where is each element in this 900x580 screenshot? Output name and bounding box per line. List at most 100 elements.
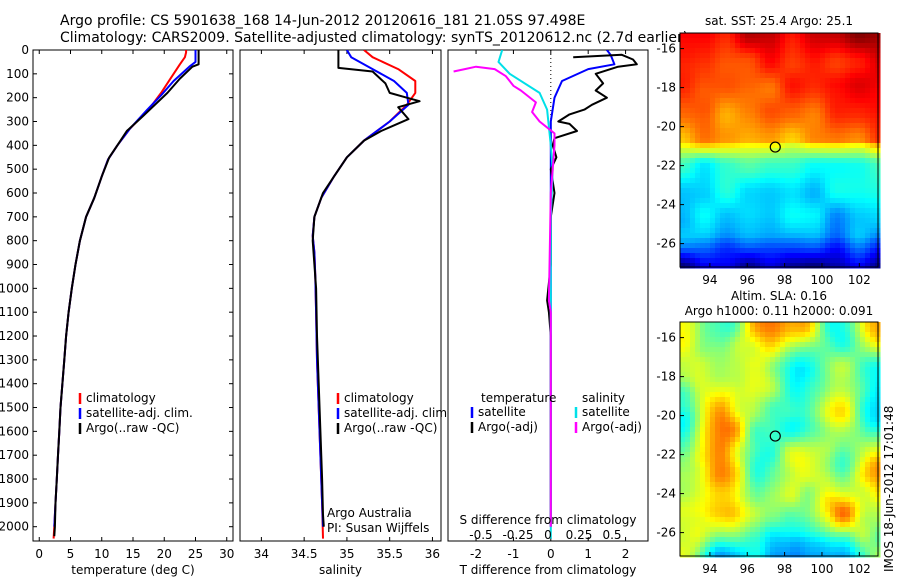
heatmap-cell [690, 332, 696, 338]
heatmap-cell [715, 452, 721, 458]
heatmap-cell [720, 387, 726, 393]
heatmap-cell [720, 233, 726, 239]
heatmap-cell [695, 532, 701, 538]
heatmap-cell [825, 527, 831, 533]
heatmap-cell [740, 153, 746, 159]
heatmap-cell [695, 342, 701, 348]
heatmap-cell [865, 58, 871, 64]
heatmap-cell [680, 153, 686, 159]
heatmap-cell [730, 452, 736, 458]
heatmap-cell [735, 432, 741, 438]
heatmap-cell [855, 392, 861, 398]
heatmap-cell [870, 133, 876, 139]
heatmap-cell [865, 153, 871, 159]
heatmap-cell [775, 367, 781, 373]
heatmap-cell [835, 552, 841, 558]
heatmap-cell [745, 78, 751, 84]
heatmap-cell [735, 387, 741, 393]
heatmap-cell [740, 88, 746, 94]
heatmap-cell [775, 193, 781, 199]
heatmap-cell [870, 128, 876, 134]
heatmap-cell [695, 527, 701, 533]
heatmap-cell [780, 223, 786, 229]
heatmap-cell [715, 502, 721, 508]
heatmap-cell [720, 372, 726, 378]
heatmap-cell [785, 397, 791, 403]
heatmap-cell [850, 123, 856, 129]
heatmap-cell [685, 552, 691, 558]
heatmap-cell [730, 332, 736, 338]
heatmap-cell [865, 347, 871, 353]
heatmap-cell [725, 382, 731, 388]
heatmap-cell [785, 442, 791, 448]
heatmap-cell [825, 427, 831, 433]
heatmap-cell [760, 48, 766, 54]
heatmap-cell [845, 138, 851, 144]
heatmap-cell [780, 243, 786, 249]
heatmap-cell [805, 98, 811, 104]
heatmap-cell [800, 347, 806, 353]
heatmap-cell [775, 123, 781, 129]
heatmap-cell [770, 173, 776, 179]
heatmap-cell [785, 193, 791, 199]
heatmap-cell [735, 377, 741, 383]
x-tick-label-s: 0.25 [566, 528, 593, 542]
heatmap-cell [685, 158, 691, 164]
heatmap-cell [740, 532, 746, 538]
heatmap-cell [820, 447, 826, 453]
heatmap-cell [715, 362, 721, 368]
heatmap-cell [780, 33, 786, 39]
heatmap-cell [700, 347, 706, 353]
heatmap-cell [800, 218, 806, 224]
heatmap-cell [715, 118, 721, 124]
heatmap-cell [810, 228, 816, 234]
heatmap-cell [855, 507, 861, 513]
heatmap-cell [865, 427, 871, 433]
x-tick-label: 102 [848, 273, 871, 287]
heatmap-cell [850, 502, 856, 508]
heatmap-cell [790, 342, 796, 348]
heatmap-cell [735, 98, 741, 104]
heatmap-cell [795, 407, 801, 413]
heatmap-cell [840, 73, 846, 79]
heatmap-cell [860, 387, 866, 393]
heatmap-cell [695, 512, 701, 518]
heatmap-cell [780, 68, 786, 74]
heatmap-cell [740, 397, 746, 403]
heatmap-cell [865, 342, 871, 348]
heatmap-cell [840, 128, 846, 134]
x-axis-label: T difference from climatology [459, 563, 637, 577]
heatmap-cell [850, 512, 856, 518]
heatmap-cell [800, 407, 806, 413]
heatmap-cell [805, 198, 811, 204]
heatmap-cell [700, 377, 706, 383]
heatmap-cell [870, 462, 876, 468]
heatmap-cell [785, 53, 791, 59]
heatmap-cell [690, 527, 696, 533]
heatmap-cell [800, 98, 806, 104]
heatmap-cell [790, 83, 796, 89]
heatmap-cell [745, 447, 751, 453]
heatmap-cell [725, 452, 731, 458]
heatmap-cell [850, 347, 856, 353]
y-tick-label: 1700 [0, 448, 29, 462]
heatmap-cell [755, 367, 761, 373]
heatmap-cell [850, 437, 856, 443]
heatmap-cell [760, 342, 766, 348]
heatmap-cell [775, 238, 781, 244]
heatmap-cell [830, 397, 836, 403]
heatmap-cell [710, 322, 716, 328]
heatmap-cell [755, 497, 761, 503]
heatmap-cell [805, 43, 811, 49]
heatmap-cell [805, 492, 811, 498]
heatmap-cell [860, 88, 866, 94]
heatmap-cell [845, 432, 851, 438]
heatmap-cell [740, 452, 746, 458]
heatmap-cell [690, 352, 696, 358]
heatmap-cell [820, 472, 826, 478]
heatmap-cell [840, 357, 846, 363]
heatmap-cell [830, 347, 836, 353]
heatmap-cell [775, 522, 781, 528]
heatmap-cell [760, 43, 766, 49]
heatmap-cell [740, 78, 746, 84]
